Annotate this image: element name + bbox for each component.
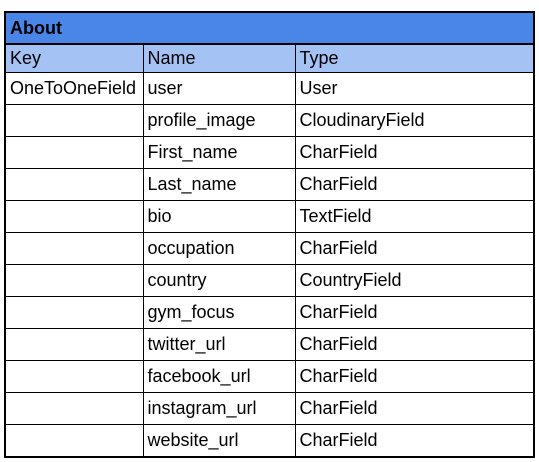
table-row: gym_focus CharField <box>6 296 533 329</box>
table-row: Last_name CharField <box>6 168 533 201</box>
key-cell[interactable] <box>6 264 144 297</box>
key-cell[interactable] <box>6 392 144 425</box>
type-cell[interactable]: TextField <box>294 200 533 233</box>
key-cell[interactable] <box>6 168 144 201</box>
key-cell[interactable] <box>6 232 144 265</box>
name-cell[interactable]: First_name <box>142 136 296 169</box>
key-cell[interactable] <box>6 200 144 233</box>
header-key[interactable]: Key <box>6 44 144 73</box>
type-cell[interactable]: CharField <box>294 136 533 169</box>
key-cell[interactable] <box>6 296 144 329</box>
table-row: profile_image CloudinaryField <box>6 104 533 137</box>
key-cell[interactable] <box>6 328 144 361</box>
type-cell[interactable]: User <box>294 72 533 105</box>
type-cell[interactable]: CharField <box>294 296 533 329</box>
about-table-block: About Key Name Type OneToOneField user U… <box>4 11 535 458</box>
table-row: twitter_url CharField <box>6 328 533 361</box>
type-cell[interactable]: CharField <box>294 360 533 393</box>
table-row: First_name CharField <box>6 136 533 169</box>
table-row: facebook_url CharField <box>6 360 533 393</box>
header-row: Key Name Type <box>6 44 533 73</box>
header-name[interactable]: Name <box>142 44 296 73</box>
table-title-cell[interactable]: About <box>6 13 533 44</box>
type-cell[interactable]: CharField <box>294 392 533 425</box>
name-cell[interactable]: instagram_url <box>142 392 296 425</box>
key-cell[interactable] <box>6 104 144 137</box>
header-type[interactable]: Type <box>294 44 533 73</box>
type-cell[interactable]: CharField <box>294 232 533 265</box>
table-row: occupation CharField <box>6 232 533 265</box>
name-cell[interactable]: gym_focus <box>142 296 296 329</box>
key-cell[interactable] <box>6 360 144 393</box>
table-row: instagram_url CharField <box>6 392 533 425</box>
name-cell[interactable]: occupation <box>142 232 296 265</box>
type-cell[interactable]: CharField <box>294 328 533 361</box>
name-cell[interactable]: profile_image <box>142 104 296 137</box>
fields-table: Key Name Type OneToOneField user User pr… <box>6 44 533 458</box>
table-row: bio TextField <box>6 200 533 233</box>
key-cell[interactable]: OneToOneField <box>6 72 144 105</box>
type-cell[interactable]: CharField <box>294 168 533 201</box>
name-cell[interactable]: user <box>142 72 296 105</box>
type-cell[interactable]: CountryField <box>294 264 533 297</box>
table-row: country CountryField <box>6 264 533 297</box>
table-row: OneToOneField user User <box>6 72 533 105</box>
table-title: About <box>10 17 62 38</box>
key-cell[interactable] <box>6 136 144 169</box>
name-cell[interactable]: twitter_url <box>142 328 296 361</box>
type-cell[interactable]: CloudinaryField <box>294 104 533 137</box>
name-cell[interactable]: bio <box>142 200 296 233</box>
name-cell[interactable]: website_url <box>142 424 296 458</box>
name-cell[interactable]: Last_name <box>142 168 296 201</box>
name-cell[interactable]: facebook_url <box>142 360 296 393</box>
table-row: website_url CharField <box>6 424 533 458</box>
name-cell[interactable]: country <box>142 264 296 297</box>
key-cell[interactable] <box>6 424 144 458</box>
type-cell[interactable]: CharField <box>294 424 533 458</box>
